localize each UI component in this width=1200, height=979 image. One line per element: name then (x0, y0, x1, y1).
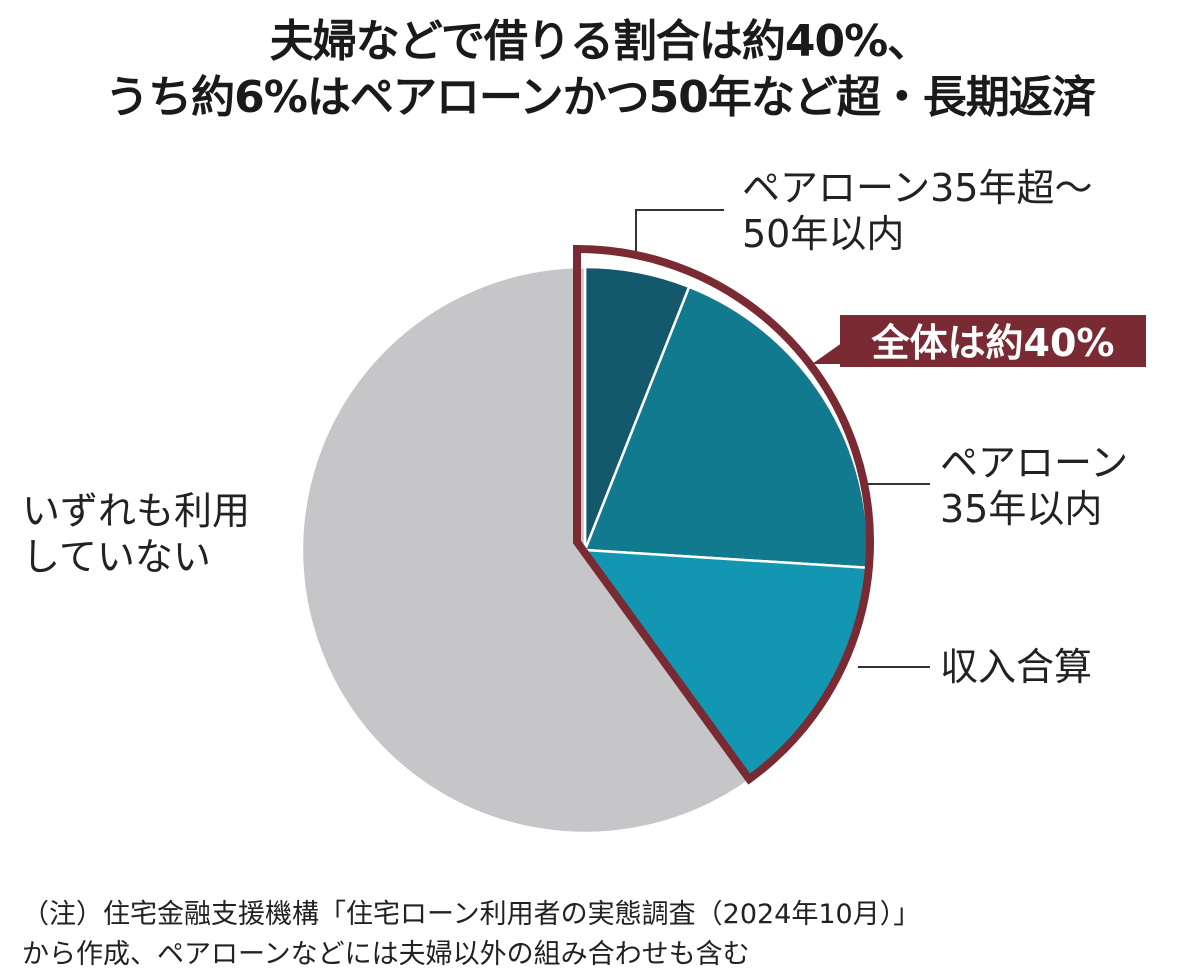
leader-line-pair-long (635, 209, 724, 258)
callout-pointer (812, 340, 846, 364)
title-line-1: 夫婦などで借りる割合は約40%、 (269, 16, 931, 67)
label-none-line-1: いずれも利用 (22, 489, 251, 533)
label-pair-long-line-1: ペアローン35年超～ (742, 166, 1093, 210)
title-line-2: うち約6%はペアローンかつ50年など超・長期返済 (105, 72, 1096, 123)
label-pair35-line-2: 35年以内 (940, 487, 1103, 531)
footnote-line-2: から作成、ペアローンなどには夫婦以外の組み合わせも含む (22, 939, 750, 970)
label-pair35: ペアローン 35年以内 (940, 440, 1128, 532)
footnote-line-1: （注）住宅金融支援機構「住宅ローン利用者の実態調査（2024年10月）」 (22, 899, 921, 930)
highlight-outline (573, 244, 874, 785)
label-income: 収入合算 (940, 644, 1092, 690)
label-pair35-line-1: ペアローン (940, 441, 1129, 485)
label-none-line-2: していない (22, 535, 211, 579)
callout-box (840, 315, 1146, 367)
label-pair-long: ペアローン35年超～ 50年以内 (742, 165, 1092, 257)
callout-text: 全体は約40% (871, 321, 1115, 365)
label-none: いずれも利用 していない (22, 488, 250, 580)
highlight-callout: 全体は約40% (812, 315, 1146, 367)
slice-none (300, 265, 754, 835)
footnote: （注）住宅金融支援機構「住宅ローン利用者の実態調査（2024年10月）」 から作… (22, 895, 1192, 975)
label-pair-long-line-2: 50年以内 (742, 212, 905, 256)
label-income-text: 収入合算 (940, 645, 1093, 689)
chart-title: 夫婦などで借りる割合は約40%、 うち約6%はペアローンかつ50年など超・長期返… (0, 14, 1200, 126)
